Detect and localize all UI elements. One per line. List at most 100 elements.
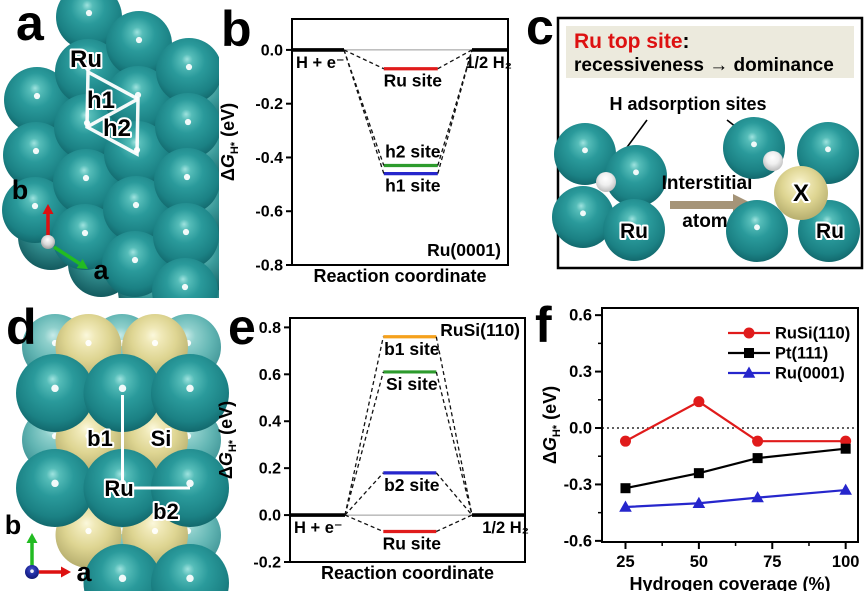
panel-label-e: e <box>228 299 256 355</box>
specular-highlight <box>31 202 39 210</box>
specular-highlight <box>118 384 127 393</box>
level-label: H + e⁻ <box>296 54 345 72</box>
y-axis-title-subscript: H* <box>227 439 239 452</box>
specular-highlight <box>85 527 92 535</box>
level-connector <box>344 514 384 533</box>
level-connector <box>435 336 473 516</box>
y-axis-title: ΔGH* (eV) <box>218 103 241 181</box>
panel-label-f: f <box>535 297 552 353</box>
y-axis-title-symbol: G <box>218 154 238 168</box>
y-axis-title-delta: Δ <box>540 451 560 464</box>
x-tick-label: 75 <box>763 553 781 571</box>
level-label: 1/2 H₂ <box>482 519 529 537</box>
y-tick-label: 0.0 <box>259 508 281 525</box>
specular-highlight <box>183 173 191 181</box>
ru-atom-label: Ru <box>816 220 844 243</box>
level-connector <box>343 49 385 174</box>
y-axis-title-subscript: H* <box>229 141 241 154</box>
specular-highlight <box>85 432 92 440</box>
atom-sphere-teal <box>554 123 616 185</box>
data-marker-Pt(111) <box>840 443 851 454</box>
a-axis-arrow-head <box>61 566 71 578</box>
specular-highlight <box>186 384 194 393</box>
b-axis-label: b <box>12 175 29 205</box>
specular-highlight <box>132 201 140 209</box>
y-axis-title-symbol: G <box>540 437 560 451</box>
specular-highlight <box>825 146 831 153</box>
level-connector <box>436 514 473 533</box>
specular-highlight <box>82 174 90 182</box>
specular-highlight <box>631 223 637 230</box>
level-label: Si site <box>386 374 438 394</box>
ru-atom-label: Ru <box>620 220 648 243</box>
specular-highlight <box>151 527 159 535</box>
b2-site-label: b2 <box>153 499 179 524</box>
level-label: Ru site <box>383 534 442 554</box>
x-axis-title: Reaction coordinate <box>321 563 494 583</box>
y-tick-label: 0.0 <box>569 420 592 438</box>
b1-site-label: b1 <box>87 426 113 451</box>
banner-title-colon: : <box>683 30 690 53</box>
specular-highlight <box>118 479 127 488</box>
y-axis-title-unit: (eV) <box>218 103 238 142</box>
a-axis-label: a <box>76 557 92 587</box>
atom-sphere-ru <box>156 38 219 104</box>
atom-sphere-ru <box>16 354 94 432</box>
level-connector <box>435 371 473 516</box>
atom-sphere-ru <box>102 231 168 297</box>
system-label: RuSi(110) <box>440 320 520 340</box>
y-tick-label: -0.6 <box>564 532 592 550</box>
specular-highlight <box>33 92 41 100</box>
panel-label-d: d <box>6 299 37 355</box>
atom-sphere-ru <box>151 544 229 591</box>
x-tick-label: 100 <box>832 553 860 571</box>
panel-label-a: a <box>16 0 45 51</box>
banner-subtitle: recessiveness → dominance <box>574 55 834 76</box>
atom-sphere-ru <box>83 449 162 527</box>
specular-highlight <box>186 574 194 583</box>
atom-sphere-ru <box>53 149 119 215</box>
x-axis-title: Hydrogen coverage (%) <box>629 574 830 591</box>
y-tick-label: 0.8 <box>259 320 281 337</box>
panel-label-c: c <box>526 0 554 55</box>
h-atom-sphere <box>763 151 783 171</box>
level-connector <box>344 371 384 516</box>
y-axis-title-delta: Δ <box>218 168 238 181</box>
y-axis-title-symbol: G <box>216 452 236 466</box>
atom-sphere-ru <box>154 148 219 214</box>
ru-atom-label: Ru <box>70 46 102 73</box>
a-axis-arrow <box>53 245 81 266</box>
level-label: 1/2 H₂ <box>465 54 512 72</box>
ru-atom-label: Ru <box>104 476 133 501</box>
level-connector <box>344 336 384 516</box>
level-connector <box>343 49 385 166</box>
data-marker-RuSi(110) <box>693 396 705 408</box>
y-tick-label: 0.6 <box>259 367 281 384</box>
level-label: b1 site <box>384 339 440 359</box>
y-axis-title-unit: (eV) <box>216 401 236 440</box>
atom-sphere-ru <box>52 204 118 270</box>
atom-sphere-ru <box>4 67 70 133</box>
atom-sphere-ru <box>2 177 68 243</box>
y-axis-title-unit: (eV) <box>540 386 560 425</box>
specular-highlight <box>798 187 804 193</box>
panel-b-energy-diagram: 0.0 -0.2 -0.4 -0.6 -0.8 H + e⁻ Ru site h2 site h… <box>218 18 512 286</box>
a-axis-label: a <box>93 255 109 285</box>
atom-sphere-ru <box>152 258 218 298</box>
x-axis-title: Reaction coordinate <box>313 266 486 286</box>
y-tick-label: -0.4 <box>255 150 283 167</box>
h1-site-label: h1 <box>87 87 115 114</box>
atom-sphere-ru <box>153 203 219 269</box>
specular-highlight <box>582 147 588 154</box>
specular-highlight <box>633 169 639 176</box>
system-label: Ru(0001) <box>427 240 501 260</box>
y-tick-label: -0.2 <box>255 96 283 113</box>
y-tick-label: -0.2 <box>253 555 281 572</box>
legend-entry-label: RuSi(110) <box>775 325 850 343</box>
specular-highlight <box>580 210 586 217</box>
level-label: b2 site <box>384 475 440 495</box>
panel-c-schematic: Ru top site:recessiveness → dominance H a… <box>552 16 864 270</box>
y-tick-label: -0.6 <box>255 204 283 221</box>
